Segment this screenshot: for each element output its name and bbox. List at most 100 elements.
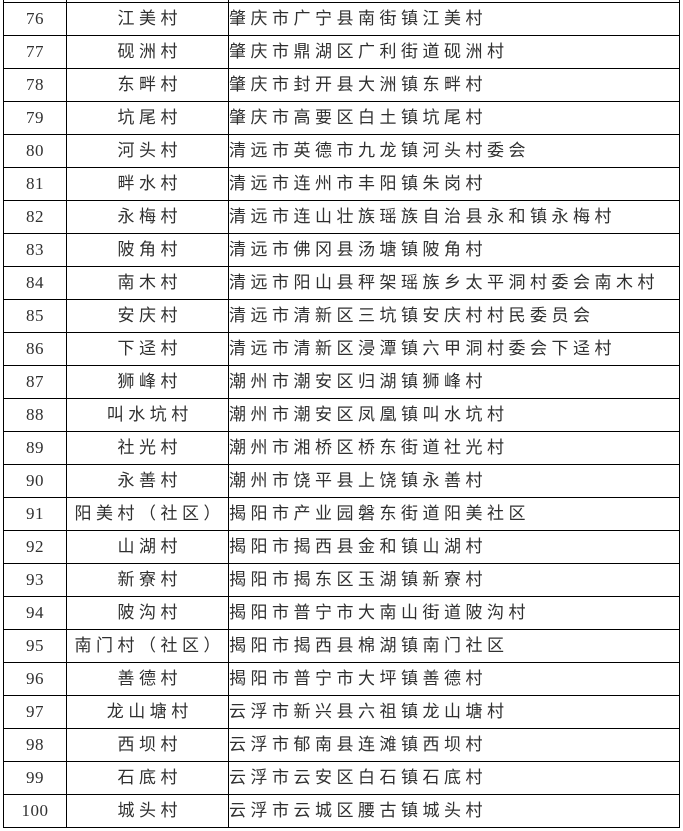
row-number-cell: 99 [3, 760, 67, 795]
table-row: 81 畔水村 清远市连州市丰阳镇朱岗村 [3, 166, 680, 201]
village-address-cell: 潮州市饶平县上饶镇永善村 [228, 463, 680, 498]
village-name-cell: 砚洲村 [66, 34, 229, 69]
table-row: 90 永善村 潮州市饶平县上饶镇永善村 [3, 463, 680, 498]
village-name-cell: 城头村 [66, 793, 229, 828]
village-address-cell: 揭阳市揭西县金和镇山湖村 [228, 529, 680, 564]
village-name-cell: 善德村 [66, 661, 229, 696]
table-row: 85 安庆村 清远市清新区三坑镇安庆村村民委员会 [3, 298, 680, 333]
village-name-cell: 叫水坑村 [66, 397, 229, 432]
village-name-cell: 江美村 [66, 1, 229, 36]
row-number-cell: 91 [3, 496, 67, 531]
row-number-cell: 95 [3, 628, 67, 663]
table-row: 80 河头村 清远市英德市九龙镇河头村委会 [3, 133, 680, 168]
village-name-cell: 阳美村（社区） [66, 496, 229, 531]
village-name-cell: 新寮村 [66, 562, 229, 597]
table-row: 78 东畔村 肇庆市封开县大洲镇东畔村 [3, 67, 680, 102]
village-address-cell: 肇庆市封开县大洲镇东畔村 [228, 67, 680, 102]
village-address-cell: 潮州市潮安区凤凰镇叫水坑村 [228, 397, 680, 432]
row-number-cell: 93 [3, 562, 67, 597]
village-address-cell: 清远市清新区三坑镇安庆村村民委员会 [228, 298, 680, 333]
table-row: 77 砚洲村 肇庆市鼎湖区广利街道砚洲村 [3, 34, 680, 69]
row-number-cell: 78 [3, 67, 67, 102]
village-name-cell: 南门村（社区） [66, 628, 229, 663]
village-address-cell: 云浮市新兴县六祖镇龙山塘村 [228, 694, 680, 729]
village-name-cell: 畔水村 [66, 166, 229, 201]
row-number-cell: 84 [3, 265, 67, 300]
table-row: 91 阳美村（社区） 揭阳市产业园磐东街道阳美社区 [3, 496, 680, 531]
table-row: 97 龙山塘村 云浮市新兴县六祖镇龙山塘村 [3, 694, 680, 729]
row-number-cell: 80 [3, 133, 67, 168]
village-address-cell: 清远市连山壮族瑶族自治县永和镇永梅村 [228, 199, 680, 234]
table-row: 84 南木村 清远市阳山县秤架瑶族乡太平洞村委会南木村 [3, 265, 680, 300]
village-name-cell: 坑尾村 [66, 100, 229, 135]
table-row: 96 善德村 揭阳市普宁市大坪镇善德村 [3, 661, 680, 696]
village-name-cell: 下迳村 [66, 331, 229, 366]
village-address-cell: 揭阳市普宁市大坪镇善德村 [228, 661, 680, 696]
row-number-cell: 86 [3, 331, 67, 366]
table-body: 76 江美村 肇庆市广宁县南街镇江美村 77 砚洲村 肇庆市鼎湖区广利街道砚洲村 78 东畔村… [3, 0, 680, 828]
village-name-cell: 陂角村 [66, 232, 229, 267]
village-address-cell: 肇庆市鼎湖区广利街道砚洲村 [228, 34, 680, 69]
village-name-cell: 龙山塘村 [66, 694, 229, 729]
village-list-table: 76 江美村 肇庆市广宁县南街镇江美村 77 砚洲村 肇庆市鼎湖区广利街道砚洲村 78 东畔村… [3, 0, 680, 828]
village-address-cell: 揭阳市揭东区玉湖镇新寮村 [228, 562, 680, 597]
village-address-cell: 清远市连州市丰阳镇朱岗村 [228, 166, 680, 201]
row-number-cell: 90 [3, 463, 67, 498]
row-number-cell: 97 [3, 694, 67, 729]
table-row: 79 坑尾村 肇庆市高要区白土镇坑尾村 [3, 100, 680, 135]
village-address-cell: 肇庆市高要区白土镇坑尾村 [228, 100, 680, 135]
village-address-cell: 云浮市郁南县连滩镇西坝村 [228, 727, 680, 762]
table-row: 93 新寮村 揭阳市揭东区玉湖镇新寮村 [3, 562, 680, 597]
table-row: 99 石底村 云浮市云安区白石镇石底村 [3, 760, 680, 795]
village-name-cell: 安庆村 [66, 298, 229, 333]
village-name-cell: 社光村 [66, 430, 229, 465]
village-name-cell: 永善村 [66, 463, 229, 498]
row-number-cell: 83 [3, 232, 67, 267]
table-row: 95 南门村（社区） 揭阳市揭西县棉湖镇南门社区 [3, 628, 680, 663]
row-number-cell: 96 [3, 661, 67, 696]
table-row: 76 江美村 肇庆市广宁县南街镇江美村 [3, 1, 680, 36]
row-number-cell: 98 [3, 727, 67, 762]
village-name-cell: 狮峰村 [66, 364, 229, 399]
row-number-cell: 79 [3, 100, 67, 135]
table-row: 89 社光村 潮州市湘桥区桥东街道社光村 [3, 430, 680, 465]
village-name-cell: 东畔村 [66, 67, 229, 102]
row-number-cell: 76 [3, 1, 67, 36]
row-number-cell: 92 [3, 529, 67, 564]
village-name-cell: 西坝村 [66, 727, 229, 762]
row-number-cell: 81 [3, 166, 67, 201]
village-address-cell: 揭阳市揭西县棉湖镇南门社区 [228, 628, 680, 663]
row-number-cell: 88 [3, 397, 67, 432]
table-row: 98 西坝村 云浮市郁南县连滩镇西坝村 [3, 727, 680, 762]
village-address-cell: 潮州市潮安区归湖镇狮峰村 [228, 364, 680, 399]
table-row: 92 山湖村 揭阳市揭西县金和镇山湖村 [3, 529, 680, 564]
table-row: 88 叫水坑村 潮州市潮安区凤凰镇叫水坑村 [3, 397, 680, 432]
village-name-cell: 山湖村 [66, 529, 229, 564]
row-number-cell: 89 [3, 430, 67, 465]
village-address-cell: 云浮市云安区白石镇石底村 [228, 760, 680, 795]
table-row: 87 狮峰村 潮州市潮安区归湖镇狮峰村 [3, 364, 680, 399]
village-address-cell: 肇庆市广宁县南街镇江美村 [228, 1, 680, 36]
village-name-cell: 陂沟村 [66, 595, 229, 630]
row-number-cell: 100 [3, 793, 67, 828]
village-address-cell: 清远市清新区浸潭镇六甲洞村委会下迳村 [228, 331, 680, 366]
village-address-cell: 揭阳市产业园磐东街道阳美社区 [228, 496, 680, 531]
row-number-cell: 85 [3, 298, 67, 333]
row-number-cell: 82 [3, 199, 67, 234]
village-name-cell: 河头村 [66, 133, 229, 168]
row-number-cell: 77 [3, 34, 67, 69]
village-name-cell: 石底村 [66, 760, 229, 795]
village-address-cell: 清远市阳山县秤架瑶族乡太平洞村委会南木村 [228, 265, 680, 300]
table-row: 83 陂角村 清远市佛冈县汤塘镇陂角村 [3, 232, 680, 267]
village-address-cell: 揭阳市普宁市大南山街道陂沟村 [228, 595, 680, 630]
village-address-cell: 清远市佛冈县汤塘镇陂角村 [228, 232, 680, 267]
row-number-cell: 87 [3, 364, 67, 399]
village-name-cell: 永梅村 [66, 199, 229, 234]
table-row: 94 陂沟村 揭阳市普宁市大南山街道陂沟村 [3, 595, 680, 630]
table-row: 100 城头村 云浮市云城区腰古镇城头村 [3, 793, 680, 828]
table-row: 82 永梅村 清远市连山壮族瑶族自治县永和镇永梅村 [3, 199, 680, 234]
village-name-cell: 南木村 [66, 265, 229, 300]
village-address-cell: 清远市英德市九龙镇河头村委会 [228, 133, 680, 168]
village-address-cell: 云浮市云城区腰古镇城头村 [228, 793, 680, 828]
